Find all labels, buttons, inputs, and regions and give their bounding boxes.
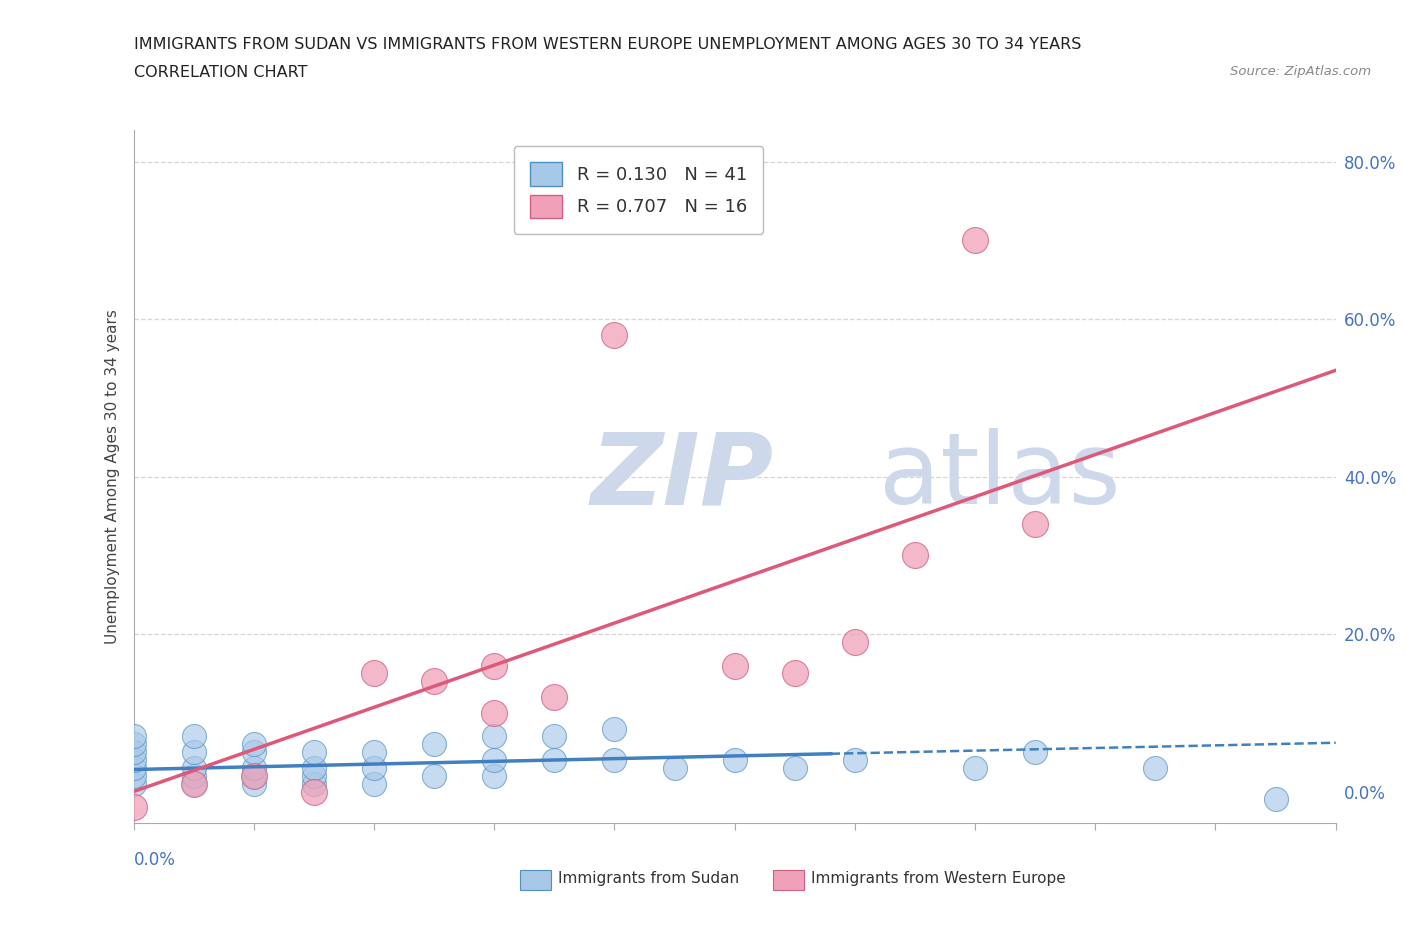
Point (183, 729, 205, 744)
Point (183, 745, 205, 760)
Point (664, 761, 686, 776)
Point (183, 768, 205, 783)
Point (783, 761, 806, 776)
Point (302, 784, 325, 799)
Point (363, 777, 385, 791)
Point (423, 768, 446, 783)
Point (243, 737, 266, 751)
Point (484, 729, 506, 744)
Point (122, 800, 145, 815)
Point (543, 690, 565, 705)
Text: Immigrants from Western Europe: Immigrants from Western Europe (811, 871, 1066, 886)
Point (1264, 792, 1286, 807)
Point (844, 634, 866, 649)
Point (183, 761, 205, 776)
Point (243, 768, 266, 783)
Point (723, 658, 745, 673)
Point (783, 666, 806, 681)
Legend: R = 0.130   N = 41, R = 0.707   N = 16: R = 0.130 N = 41, R = 0.707 N = 16 (513, 146, 763, 234)
Point (423, 674, 446, 689)
Point (302, 745, 325, 760)
Point (302, 761, 325, 776)
Point (1144, 761, 1167, 776)
Text: 0.0%: 0.0% (134, 851, 176, 869)
Point (965, 761, 987, 776)
Text: Immigrants from Sudan: Immigrants from Sudan (558, 871, 740, 886)
Point (603, 327, 626, 342)
Point (484, 658, 506, 673)
Point (363, 761, 385, 776)
Point (723, 752, 745, 767)
Point (183, 777, 205, 791)
Point (243, 761, 266, 776)
Point (122, 752, 145, 767)
Point (543, 752, 565, 767)
Point (1024, 516, 1046, 531)
Text: Source: ZipAtlas.com: Source: ZipAtlas.com (1230, 65, 1371, 78)
Text: atlas: atlas (879, 428, 1121, 525)
Text: ZIP: ZIP (591, 428, 773, 525)
Point (423, 737, 446, 751)
Point (243, 768, 266, 783)
Point (243, 777, 266, 791)
Point (302, 777, 325, 791)
Point (243, 745, 266, 760)
Point (122, 777, 145, 791)
Point (1024, 745, 1046, 760)
Point (122, 729, 145, 744)
Point (603, 721, 626, 736)
Text: IMMIGRANTS FROM SUDAN VS IMMIGRANTS FROM WESTERN EUROPE UNEMPLOYMENT AMONG AGES : IMMIGRANTS FROM SUDAN VS IMMIGRANTS FROM… (134, 37, 1081, 52)
Point (122, 768, 145, 783)
Text: CORRELATION CHART: CORRELATION CHART (134, 65, 307, 80)
Point (844, 752, 866, 767)
Point (183, 777, 205, 791)
Point (302, 768, 325, 783)
Point (965, 233, 987, 248)
Point (363, 745, 385, 760)
Point (122, 761, 145, 776)
Point (484, 752, 506, 767)
Point (543, 729, 565, 744)
Point (122, 737, 145, 751)
Point (122, 745, 145, 760)
Point (603, 752, 626, 767)
Y-axis label: Unemployment Among Ages 30 to 34 years: Unemployment Among Ages 30 to 34 years (105, 309, 121, 644)
Point (363, 666, 385, 681)
Point (904, 548, 927, 563)
Point (484, 705, 506, 720)
Point (484, 768, 506, 783)
